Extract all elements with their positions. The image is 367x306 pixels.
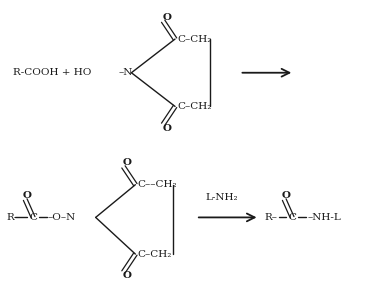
Text: R–: R–	[264, 213, 277, 222]
Text: R–: R–	[6, 213, 19, 222]
Text: O: O	[282, 191, 291, 200]
Text: O: O	[163, 124, 172, 133]
Text: C–CH₂: C–CH₂	[177, 102, 211, 111]
Text: –O–N: –O–N	[48, 213, 76, 222]
Text: –NH-L: –NH-L	[307, 213, 341, 222]
Text: O: O	[163, 13, 172, 22]
Text: C–CH₂: C–CH₂	[177, 35, 211, 43]
Text: C–CH₂: C–CH₂	[137, 250, 172, 259]
Text: O: O	[123, 159, 132, 167]
Text: L-NH₂: L-NH₂	[206, 193, 238, 202]
Text: C––CH₂: C––CH₂	[137, 180, 177, 189]
Text: O: O	[123, 271, 132, 280]
Text: R-COOH + HO: R-COOH + HO	[13, 68, 92, 77]
Text: –N: –N	[119, 68, 133, 77]
Text: C: C	[29, 213, 37, 222]
Text: C: C	[288, 213, 296, 222]
Text: O: O	[23, 191, 32, 200]
